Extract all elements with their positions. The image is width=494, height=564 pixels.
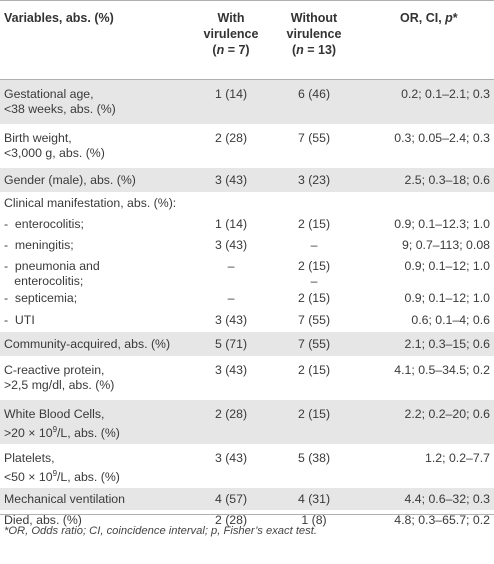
table-row: C-reactive protein, >2,5 mg/dl, abs. (%) 3… <box>0 356 494 400</box>
table-row: Died, abs. (%) 2 (28) 1 (8) 4.8; 0.3–65.7; … <box>0 510 494 530</box>
with-virulence-value: 3 (43) <box>214 172 248 187</box>
variable-label: <38 weeks, abs. (%) <box>4 102 116 116</box>
table-row: Clinical manifestation, abs. (%): <box>0 192 494 214</box>
header-with-line2: virulence <box>203 27 259 41</box>
table-row: Gender (male), abs. (%) 3 (43) 3 (23) 2.5; … <box>0 168 494 192</box>
variable-label: Died, abs. (%) <box>4 513 82 527</box>
without-virulence-value: 1 (8) <box>301 513 327 527</box>
variable-label: - septicemia; <box>4 291 78 305</box>
or-ci-p-value: 0.6; 0.1–4; 0.6 <box>411 312 490 327</box>
variable-label: Mechanical ventilation <box>4 491 125 506</box>
without-virulence-value: 2 (15) <box>297 407 331 421</box>
header-or-ci-p: OR, CI, p* <box>400 11 458 25</box>
variable-label: C-reactive protein, <box>4 363 105 377</box>
without-virulence-value: 2 (15) <box>297 217 331 231</box>
or-ci-p-value: 0.2; 0.1–2.1; 0.3 <box>401 87 490 101</box>
header-rule <box>0 79 494 80</box>
variable-label: <3,000 g, abs. (%) <box>4 146 105 160</box>
with-virulence-value: 1 (14) <box>214 87 248 101</box>
table-row: White Blood Cells, >20 × 109/L, abs. (%) 2… <box>0 400 494 444</box>
without-virulence-value: 4 (31) <box>297 491 331 506</box>
or-ci-p-value: 2.1; 0.3–15; 0.6 <box>404 336 490 351</box>
without-virulence-value: 2 (15) <box>297 259 331 273</box>
header-without-line1: Without <box>290 11 338 25</box>
header-without-line3: (n = 13) <box>291 43 337 57</box>
without-virulence-value: 7 (55) <box>297 336 331 351</box>
header-with-line3: (n = 7) <box>212 43 250 57</box>
table-row: - enterocolitis; 1 (14) 2 (15) 0.9; 0.1–12.… <box>0 214 494 234</box>
without-virulence-value: 7 (55) <box>297 312 331 327</box>
or-ci-p-value: 4.1; 0.5–34.5; 0.2 <box>394 363 490 377</box>
with-virulence-value: 2 (28) <box>214 513 248 527</box>
with-virulence-value: 3 (43) <box>214 237 248 252</box>
variable-label: Gender (male), abs. (%) <box>4 172 136 187</box>
without-virulence-value: 5 (38) <box>297 451 331 465</box>
variable-label: Gestational age, <box>4 87 94 101</box>
with-virulence-value: 1 (14) <box>214 217 248 231</box>
without-virulence-value: 7 (55) <box>297 131 331 145</box>
variable-label: enterocolitis; <box>4 274 84 288</box>
or-ci-p-value: 0.9; 0.1–12.3; 1.0 <box>394 217 490 231</box>
with-virulence-value: 4 (57) <box>214 491 248 506</box>
with-virulence-value: 3 (43) <box>214 363 248 377</box>
or-ci-p-value: 0.9; 0.1–12; 1.0 <box>404 259 490 273</box>
table-row: Mechanical ventilation 4 (57) 4 (31) 4.4; 0… <box>0 488 494 510</box>
variable-label: Clinical manifestation, abs. (%): <box>4 195 177 210</box>
with-virulence-value: 5 (71) <box>214 336 248 351</box>
with-virulence-value: – <box>227 259 235 273</box>
without-virulence-value: 6 (46) <box>297 87 331 101</box>
variable-label: <50 × 109/L, abs. (%) <box>4 469 120 485</box>
table-row: - pneumonia and enterocolitis; –2 (15) –0.… <box>0 256 494 288</box>
header-with-line1: With <box>217 11 245 25</box>
bottom-rule <box>0 514 494 515</box>
table-row: Birth weight, <3,000 g, abs. (%) 2 (28) 7 (… <box>0 124 494 168</box>
without-virulence-value: 3 (23) <box>297 172 331 187</box>
header-without-line2: virulence <box>286 27 342 41</box>
table-row: Platelets, <50 × 109/L, abs. (%) 3 (43) 5 (… <box>0 444 494 488</box>
or-ci-p-value: 2.5; 0.3–18; 0.6 <box>404 172 490 187</box>
variable-label: Community-acquired, abs. (%) <box>4 336 171 351</box>
or-ci-p-value: 9; 0.7–113; 0.08 <box>402 237 490 252</box>
without-virulence-value: – <box>310 274 318 288</box>
or-ci-p-value: 0.3; 0.05–2.4; 0.3 <box>394 131 490 145</box>
with-virulence-value: – <box>227 291 235 305</box>
table-footnote: *OR, Odds ratio; CI, coincidence interva… <box>4 525 317 537</box>
variable-label: Birth weight, <box>4 131 72 145</box>
variable-label: - pneumonia and <box>4 259 100 273</box>
or-ci-p-value: 4.8; 0.3–65.7; 0.2 <box>394 513 490 527</box>
or-ci-p-value: 4.4; 0.6–32; 0.3 <box>404 491 490 506</box>
table-row: - meningitis; 3 (43) – 9; 0.7–113; 0.08 <box>0 234 494 256</box>
with-virulence-value: 2 (28) <box>214 131 248 145</box>
variable-label: Platelets, <box>4 451 55 465</box>
table-row: Community-acquired, abs. (%) 5 (71) 7 (55)… <box>0 332 494 356</box>
table-row: Gestational age, <38 weeks, abs. (%) 1 (14… <box>0 80 494 124</box>
header-without-virulence: Without virulence (n = 13) <box>276 10 352 58</box>
header-with-virulence: With virulence (n = 7) <box>196 10 266 58</box>
variable-label: White Blood Cells, <box>4 407 105 421</box>
variable-label: >2,5 mg/dl, abs. (%) <box>4 378 115 392</box>
with-virulence-value: 2 (28) <box>214 407 248 421</box>
table-row: - septicemia; – 2 (15) 0.9; 0.1–12; 1.0 <box>0 288 494 308</box>
variable-label: - enterocolitis; <box>4 217 84 231</box>
without-virulence-value: – <box>310 237 318 252</box>
without-virulence-value: 2 (15) <box>297 363 331 377</box>
or-ci-p-value: 0.9; 0.1–12; 1.0 <box>404 291 490 305</box>
table-row: - UTI 3 (43) 7 (55) 0.6; 0.1–4; 0.6 <box>0 308 494 332</box>
or-ci-p-value: 1.2; 0.2–7.7 <box>425 451 490 465</box>
variable-label: - UTI <box>4 312 35 327</box>
variable-label: - meningitis; <box>4 237 74 252</box>
with-virulence-value: 3 (43) <box>214 312 248 327</box>
top-rule <box>0 0 494 1</box>
or-ci-p-value: 2.2; 0.2–20; 0.6 <box>404 407 490 421</box>
variable-label: >20 × 109/L, abs. (%) <box>4 425 120 441</box>
without-virulence-value: 2 (15) <box>297 291 331 305</box>
header-variables: Variables, abs. (%) <box>4 11 114 25</box>
with-virulence-value: 3 (43) <box>214 451 248 465</box>
